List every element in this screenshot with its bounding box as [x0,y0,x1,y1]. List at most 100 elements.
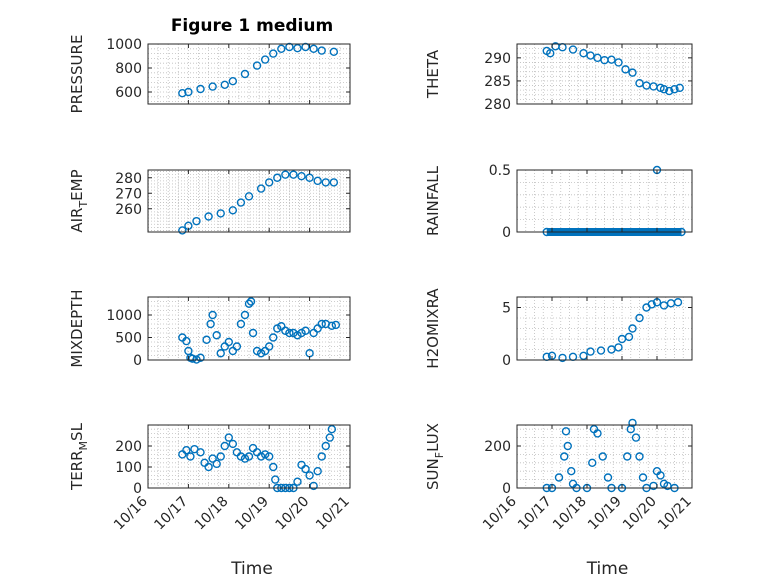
data-point [301,464,310,474]
y-axis-label: SUNFLUX [424,423,446,490]
data-point [321,441,330,451]
data-point [192,216,201,226]
data-point [659,85,669,94]
series-h2omixra [542,298,683,363]
data-point [656,471,665,480]
panel-terr-msl: 0 100 200 TERRMSL 10/16 10/17 10/18 10/19 10/20 1… [68,422,353,579]
data-point [301,326,310,335]
data-point [317,46,326,55]
y-tick-label: 285 [484,74,511,90]
x-axis-label: Time [230,559,273,579]
y-tick-label: 0.5 [489,163,511,179]
data-point [614,58,623,67]
y-tick-label: 270 [115,186,142,202]
y-tick-label: 200 [484,439,511,455]
data-point [184,87,193,97]
data-point [293,477,302,486]
data-point [244,299,254,308]
axes-box [147,169,351,233]
y-tick-label: 0 [502,225,511,241]
data-point [204,462,213,472]
y-tick-label: 1000 [106,37,142,53]
data-point [260,55,270,64]
data-point [621,65,630,74]
data-point [228,439,238,449]
data-point [204,212,213,221]
series-mixdepth [178,297,341,364]
y-tick-label: 280 [484,97,511,113]
axes-box [147,296,351,361]
y-axis-label: TERRMSL [68,422,90,491]
axes-box [516,296,693,361]
y-tick-label: 1000 [106,308,142,324]
data-point [228,206,238,215]
data-point [208,454,217,463]
data-point [558,353,567,363]
data-point [182,446,191,455]
data-point [246,297,256,306]
x-tick-label: 10/17 [151,494,191,534]
data-point [675,83,684,93]
panel-h2omixra: 0 5 H2OMIXRA [424,288,693,369]
data-point [196,448,205,457]
y-tick-label: 0 [502,481,511,497]
x-tick-label: 10/19 [585,494,625,534]
data-point [212,459,221,469]
data-point [546,49,555,58]
data-point [598,452,607,461]
data-point [297,171,306,181]
data-point [281,326,290,335]
y-tick-label: 200 [115,439,142,455]
axes-box [516,43,693,105]
data-point [236,198,246,207]
data-point [216,209,225,218]
figure-title: Figure 1 medium [171,16,333,36]
data-point [208,310,217,320]
axes-box [516,169,693,233]
data-point [579,351,588,360]
data-point [305,173,314,182]
data-point [271,475,280,484]
x-tick-label: 10/20 [620,494,660,534]
data-point [289,328,298,338]
data-point [329,47,339,56]
series-theta [542,42,684,96]
x-axis-label: Time [586,559,629,579]
data-point [265,342,274,351]
data-point [607,55,616,64]
data-point [236,452,246,461]
data-point [281,170,290,179]
y-tick-label: 500 [115,331,142,347]
data-point [317,319,326,329]
data-point [673,298,683,307]
data-point [244,192,254,201]
data-point [220,441,229,451]
x-tick-label: 10/17 [515,494,555,534]
data-point [236,319,246,329]
panel-sun-flux: 0 200 SUNFLUX 10/1610/1710/1810/1910/2010/2… [424,418,695,579]
data-point [321,178,330,187]
y-axis-label: RAINFALL [424,165,442,236]
data-point [331,320,341,330]
data-point [265,178,274,187]
data-point [196,353,205,362]
data-point [228,76,238,86]
data-point [269,462,278,472]
x-tick-label: 10/18 [192,494,232,534]
data-point [297,328,306,338]
data-point [252,61,262,70]
data-point [293,44,302,53]
data-point [588,458,597,467]
series-pressure [178,42,339,98]
data-point [647,300,656,309]
data-point [614,343,623,352]
data-point [628,324,637,333]
data-point [603,473,613,482]
y-tick-label: 290 [484,51,511,67]
data-point [269,333,278,342]
y-axis-label: H2OMIXRA [424,288,442,369]
data-point [293,331,302,340]
data-point [220,80,229,90]
data-point [178,88,187,98]
data-point [317,452,326,461]
